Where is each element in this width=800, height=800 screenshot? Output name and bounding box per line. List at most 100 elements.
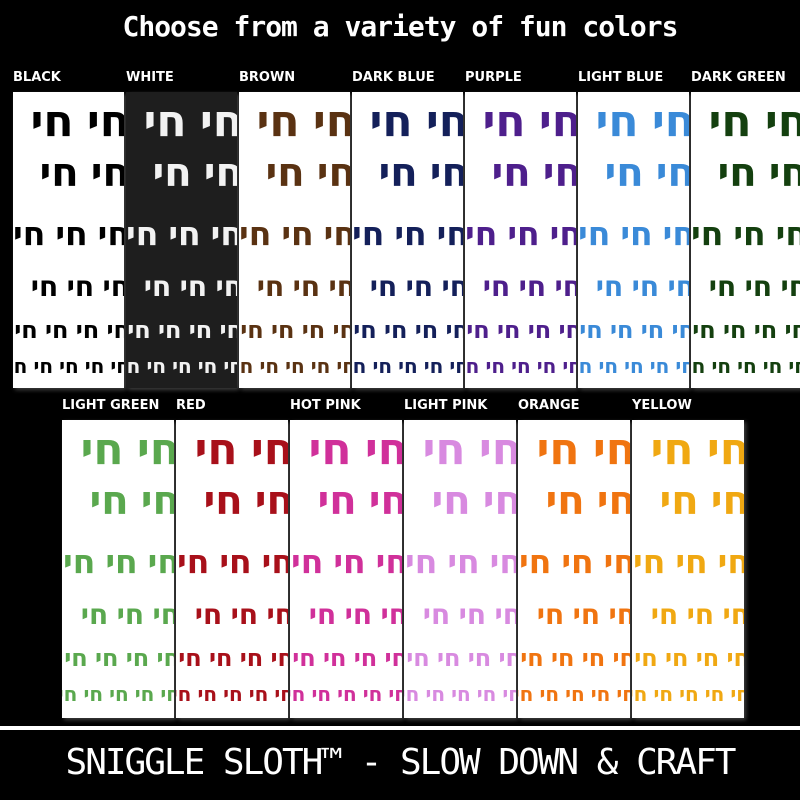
glyph: חי: [292, 270, 321, 303]
glyph: חי: [422, 598, 451, 631]
glyph: חי: [595, 270, 624, 303]
glyph: חי: [362, 682, 383, 706]
glyph-row: חיחי: [592, 150, 689, 196]
glyph: חי: [333, 542, 366, 581]
glyph: חי: [518, 270, 547, 303]
glyph: חי: [726, 644, 744, 672]
glyph: חי: [126, 214, 159, 253]
glyph: חי: [80, 598, 109, 631]
glyph: חי: [59, 354, 79, 378]
glyph: חי: [14, 316, 38, 344]
glyph: חי: [353, 316, 377, 344]
glyph: חי: [667, 270, 689, 303]
glyph-row: חיחיחי: [352, 214, 463, 253]
glyph: חי: [13, 214, 46, 253]
glyph: חי: [398, 354, 418, 378]
glyph: חי: [291, 542, 324, 581]
glyph-row: חיחי: [582, 96, 689, 147]
glyph: חי: [722, 598, 744, 631]
glyph: חי: [604, 150, 644, 196]
glyph: חי: [372, 354, 393, 378]
glyph: חי: [662, 214, 689, 253]
glyph: חי: [538, 96, 576, 147]
glyph: חי: [578, 354, 593, 378]
glyph: חי: [650, 598, 679, 631]
glyph-row: חיחיחיחי: [290, 644, 402, 672]
glyph: חי: [215, 270, 237, 303]
swatch-panel: חיחיחיחיחיחיחיחיחיחיחיחיחיחיחיחיחיחיחי: [352, 92, 463, 388]
glyph: חי: [788, 354, 800, 378]
swatch-panel: חיחיחיחיחיחיחיחיחיחיחיחיחיחיחיחיחיחיחי: [290, 420, 402, 718]
glyph: חי: [650, 424, 694, 475]
glyph-row: חיחיחיחי: [578, 316, 689, 344]
glyph: חי: [775, 214, 800, 253]
glyph: חי: [317, 478, 357, 524]
glyph-row: חיחי: [77, 478, 174, 524]
glyph: חי: [710, 478, 744, 524]
glyph: חי: [406, 644, 430, 672]
glyph: חי: [485, 354, 506, 378]
glyph-row: חיחיחיחי: [352, 316, 463, 344]
glyph-row: חיחי: [705, 150, 800, 196]
glyph: חי: [336, 354, 350, 378]
glyph: חי: [436, 214, 463, 253]
glyph: חי: [579, 316, 603, 344]
glyph: חי: [383, 316, 408, 344]
glyph: חי: [595, 96, 639, 147]
glyph-row: חיחי: [409, 424, 516, 475]
glyph-row: חיחי: [243, 96, 350, 147]
glyph: חי: [737, 354, 757, 378]
glyph-row: חיחיחי: [528, 598, 630, 631]
glyph: חי: [89, 478, 129, 524]
glyph-row: חיחיחי: [126, 214, 237, 253]
glyph: חי: [762, 354, 783, 378]
glyph-row: חיחיחי: [22, 270, 124, 303]
glyph: חי: [353, 644, 378, 672]
glyph: חי: [97, 214, 124, 253]
glyph: חי: [632, 682, 648, 706]
glyph: חי: [364, 424, 402, 475]
glyph: חי: [157, 316, 182, 344]
glyph: חי: [369, 270, 398, 303]
glyph: חי: [598, 354, 619, 378]
glyph: חי: [436, 644, 461, 672]
glyph: חי: [380, 598, 402, 631]
glyph: חי: [30, 270, 59, 303]
glyph: חי: [447, 542, 480, 581]
swatch-panel: חיחיחיחיחיחיחיחיחיחיחיחיחיחיחיחיחיחיחי: [578, 92, 689, 388]
glyph: חי: [230, 598, 259, 631]
glyph: חי: [478, 424, 516, 475]
glyph: חי: [194, 424, 238, 475]
glyph-row: חיחי: [181, 424, 288, 475]
glyph: חי: [63, 542, 96, 581]
glyph-row: חיחיחי: [587, 270, 689, 303]
glyph: חי: [572, 598, 601, 631]
glyph-row: חיחי: [253, 150, 350, 196]
glyph: חי: [116, 598, 145, 631]
glyph: חי: [664, 644, 689, 672]
color-label: BLACK: [13, 70, 61, 85]
color-label: RED: [176, 398, 206, 413]
glyph: חי: [458, 598, 487, 631]
glyph: חי: [691, 354, 706, 378]
glyph-row: חיחי: [419, 478, 516, 524]
color-label: YELLOW: [632, 398, 692, 413]
glyph-row: חיחי: [67, 424, 174, 475]
glyph: חי: [519, 542, 552, 581]
glyph-row: חיחיחי: [135, 270, 237, 303]
glyph: חי: [388, 682, 402, 706]
footer: SNIGGLE SLOTH™ - SLOW DOWN & CRAFT: [65, 742, 737, 783]
glyph: חי: [692, 316, 716, 344]
glyph: חי: [704, 682, 725, 706]
glyph: חי: [429, 150, 463, 196]
glyph-row: חיחיחיחי: [126, 316, 237, 344]
glyph: חי: [518, 682, 534, 706]
swatch-panel: חיחיחיחיחיחיחיחיחיחיחיחיחיחיחיחיחיחיחי: [465, 92, 576, 388]
glyph: חי: [261, 542, 288, 581]
glyph-row: חיחיחיחי: [404, 644, 516, 672]
divider: [0, 726, 800, 730]
